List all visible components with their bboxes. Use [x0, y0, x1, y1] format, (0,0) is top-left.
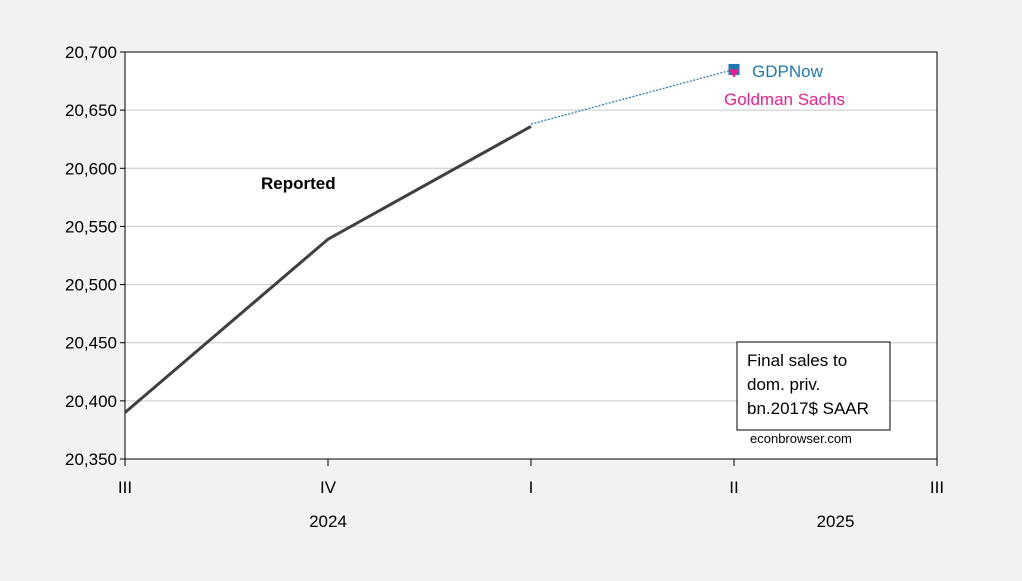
x-tick-label: IV — [320, 478, 337, 497]
watermark: econbrowser.com — [750, 431, 852, 446]
x-tick-label: III — [930, 478, 944, 497]
series-line-reported — [124, 125, 532, 414]
y-tick-label: 20,650 — [65, 101, 117, 120]
description-box — [736, 341, 891, 431]
x-tick-label: I — [529, 478, 534, 497]
series-label: Goldman Sachs — [724, 90, 845, 109]
description-line: bn.2017$ SAAR — [747, 399, 869, 418]
y-tick-label: 20,550 — [65, 217, 117, 236]
series-label: GDPNow — [752, 62, 824, 81]
x-tick-label: II — [729, 478, 738, 497]
y-tick-label: 20,500 — [65, 276, 117, 295]
description-line: dom. priv. — [747, 375, 820, 394]
x-tick-label: III — [118, 478, 132, 497]
series-line-gdpnow — [530, 68, 735, 125]
goldman-sachs-marker — [729, 69, 739, 78]
y-tick-label: 20,400 — [65, 392, 117, 411]
x-year-label: 2025 — [817, 512, 855, 531]
y-tick-label: 20,700 — [65, 43, 117, 62]
y-tick-label: 20,600 — [65, 159, 117, 178]
description-line: Final sales to — [747, 351, 847, 370]
y-tick-label: 20,450 — [65, 334, 117, 353]
series-label: Reported — [261, 174, 336, 193]
x-year-label: 2024 — [309, 512, 347, 531]
y-tick-label: 20,350 — [65, 450, 117, 469]
